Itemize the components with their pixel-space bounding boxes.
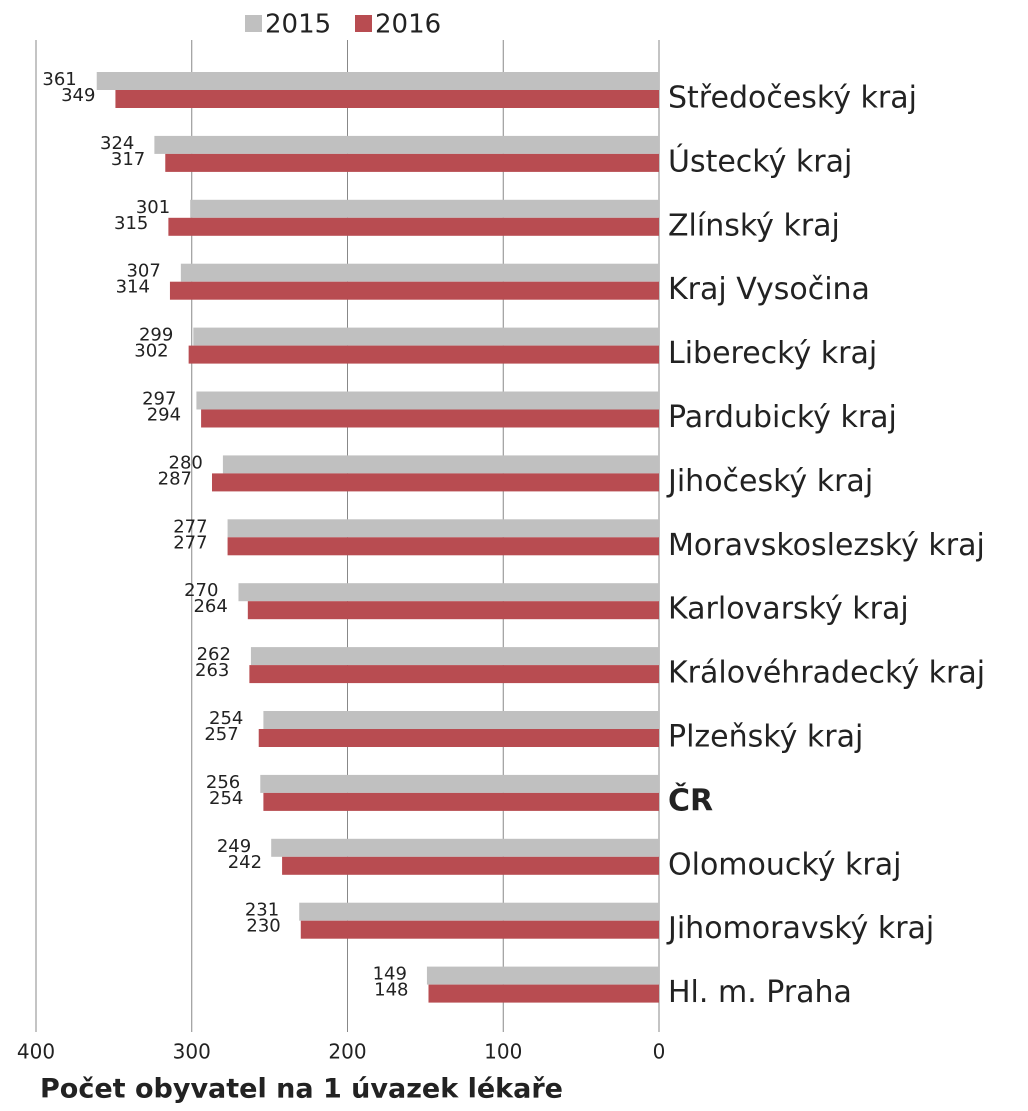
- category-label: Liberecký kraj: [668, 336, 877, 371]
- x-tick-label: 200: [328, 1040, 366, 1064]
- bar: [168, 217, 659, 236]
- legend-label: 2016: [375, 10, 441, 40]
- bar: [250, 647, 659, 666]
- value-label: 301: [136, 197, 170, 218]
- x-tick-label: 100: [484, 1040, 522, 1064]
- value-label: 297: [142, 389, 176, 410]
- bar: [227, 537, 659, 556]
- bar: [96, 72, 660, 90]
- category-label: ČR: [668, 781, 713, 818]
- value-label: 315: [114, 213, 148, 234]
- value-label: 254: [209, 708, 243, 729]
- bar: [263, 711, 659, 729]
- bar: [180, 263, 659, 282]
- bar: [193, 327, 659, 346]
- category-label: Pardubický kraj: [668, 400, 897, 435]
- bar: [211, 473, 659, 492]
- category-label: Středočeský kraj: [668, 81, 917, 116]
- bar: [196, 391, 660, 410]
- bar: [428, 984, 659, 1003]
- category-label: Plzeňský kraj: [668, 720, 863, 755]
- x-tick-label: 300: [173, 1040, 211, 1064]
- value-label: 280: [169, 452, 203, 473]
- category-label: Olomoucký kraj: [668, 847, 901, 882]
- bar: [165, 153, 659, 172]
- value-label: 302: [134, 341, 168, 362]
- bar: [300, 920, 659, 939]
- category-label: Karlovarský kraj: [668, 592, 909, 627]
- legend-swatch: [355, 15, 372, 32]
- bar: [426, 966, 659, 985]
- bar: [263, 792, 659, 811]
- bar: [188, 345, 659, 364]
- value-label: 264: [193, 596, 227, 617]
- category-label: Jihomoravský kraj: [666, 911, 934, 946]
- bar: [260, 774, 659, 793]
- category-label: Ústecký kraj: [668, 142, 852, 179]
- value-label: 317: [111, 149, 145, 170]
- value-label: 349: [61, 85, 95, 106]
- value-label: 361: [42, 69, 76, 90]
- category-label: Královéhradecký kraj: [668, 656, 985, 691]
- bar: [299, 902, 659, 921]
- value-label: 263: [195, 660, 229, 681]
- x-tick-label: 400: [17, 1040, 55, 1064]
- bar: [169, 281, 659, 300]
- value-label: 242: [228, 852, 262, 873]
- value-label: 277: [173, 532, 207, 553]
- value-label: 257: [204, 724, 238, 745]
- bar: [222, 455, 659, 474]
- value-label: 148: [374, 980, 408, 1001]
- value-label: 256: [206, 772, 240, 793]
- bar: [115, 90, 660, 108]
- bar: [201, 409, 659, 428]
- bar: [282, 856, 659, 875]
- x-tick-label: 0: [653, 1040, 666, 1064]
- value-label: 294: [147, 405, 181, 426]
- category-label: Kraj Vysočina: [668, 272, 870, 307]
- bar: [247, 601, 659, 620]
- bar: [154, 135, 659, 154]
- legend-label: 2015: [265, 10, 331, 40]
- value-label: 254: [209, 788, 243, 809]
- category-label: Moravskoslezský kraj: [668, 528, 985, 563]
- value-label: 230: [246, 916, 280, 937]
- value-label: 249: [217, 836, 251, 857]
- category-label: Jihočeský kraj: [666, 464, 873, 499]
- bar: [271, 838, 659, 857]
- value-label: 262: [197, 644, 231, 665]
- value-label: 149: [373, 964, 407, 985]
- bar: [249, 665, 659, 684]
- x-axis-title: Počet obyvatel na 1 úvazek lékaře: [40, 1074, 563, 1105]
- value-label: 307: [126, 261, 160, 282]
- value-label: 299: [139, 325, 173, 346]
- value-label: 277: [173, 516, 207, 537]
- category-label: Hl. m. Praha: [668, 975, 852, 1010]
- category-label: Zlínský kraj: [668, 208, 840, 243]
- bar: [190, 199, 659, 218]
- bar: [238, 583, 659, 602]
- value-label: 270: [184, 580, 218, 601]
- value-label: 324: [100, 133, 134, 154]
- value-label: 287: [158, 468, 192, 489]
- legend-swatch: [245, 15, 262, 32]
- value-label: 231: [245, 900, 279, 921]
- bar: [258, 729, 659, 747]
- value-label: 314: [116, 277, 150, 298]
- bar: [227, 519, 659, 538]
